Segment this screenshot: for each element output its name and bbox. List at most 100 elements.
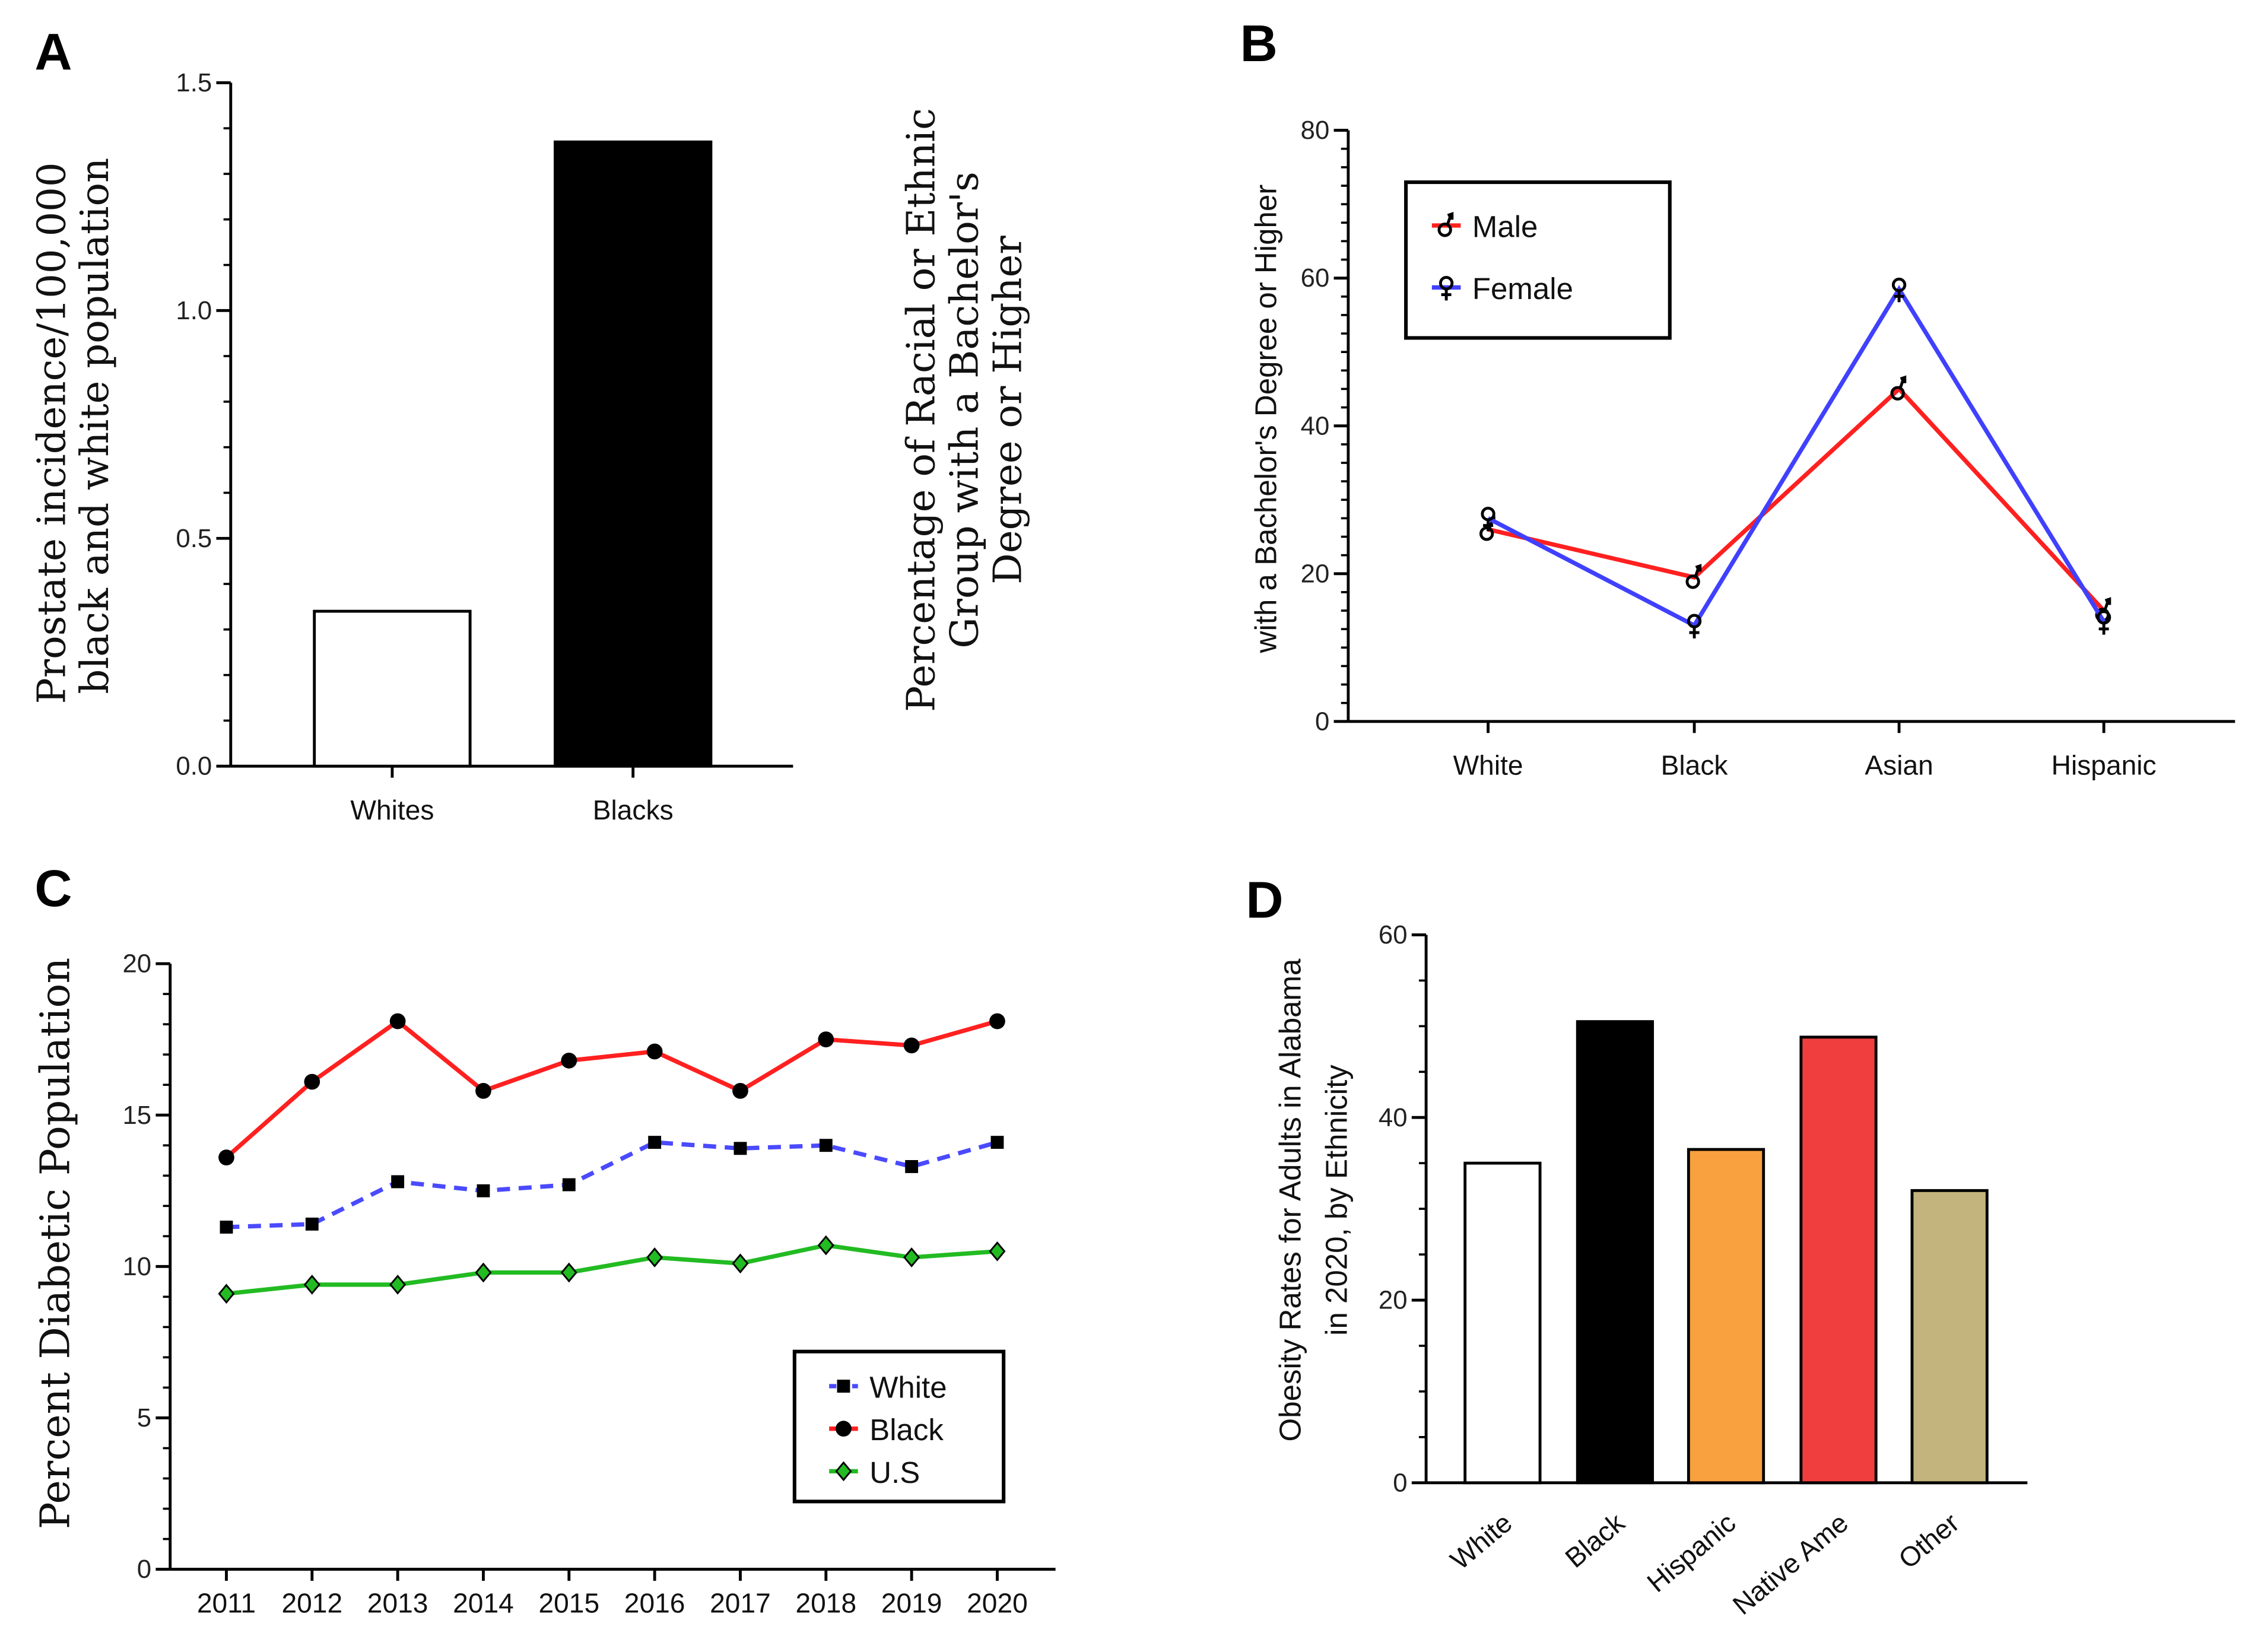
- panel-a-ylabel: Prostate incidence/100,000 black and whi…: [29, 158, 118, 704]
- series-line: [1487, 285, 2106, 628]
- legend-label: U.S: [869, 1456, 920, 1489]
- legend-label: White: [869, 1370, 947, 1404]
- y-tick-label: 0.5: [176, 524, 212, 553]
- legend-label: Black: [869, 1413, 944, 1447]
- marker-diamond: [218, 1284, 235, 1304]
- marker-diamond: [303, 1275, 320, 1295]
- x-tick-label: 2015: [538, 1587, 599, 1618]
- marker-diamond: [389, 1275, 407, 1295]
- marker-square: [220, 1221, 233, 1234]
- marker-square: [477, 1184, 490, 1197]
- x-tick-label: White: [1444, 1507, 1518, 1576]
- series-white: [220, 1136, 1004, 1234]
- marker-square: [819, 1139, 833, 1152]
- y-tick-label: 40: [1301, 411, 1330, 440]
- female-cross: [1894, 290, 1904, 303]
- marker-circle: [903, 1037, 920, 1054]
- marker-circle: [646, 1043, 663, 1060]
- series-line: [226, 1140, 998, 1230]
- male-arrow: [1694, 564, 1702, 577]
- marker-female-symbol: [2096, 610, 2111, 635]
- male-arrow: [2104, 597, 2111, 610]
- male-circle: [1437, 223, 1452, 237]
- marker-diamond: [989, 1241, 1006, 1262]
- marker-circle: [732, 1082, 748, 1099]
- female-cross: [1441, 288, 1452, 301]
- legend-item-u-s: U.S: [829, 1456, 920, 1489]
- marker-square: [648, 1136, 662, 1149]
- x-tick-label: 2019: [881, 1587, 942, 1618]
- legend-label: Male: [1472, 209, 1538, 243]
- legend-item-black: Black: [829, 1413, 944, 1447]
- x-tick-label: Hispanic: [1641, 1507, 1741, 1599]
- x-tick-label: 2017: [710, 1587, 771, 1618]
- y-tick-label: 80: [1301, 116, 1330, 145]
- y-tick-label: 10: [122, 1252, 151, 1281]
- series-u-s: [218, 1235, 1006, 1304]
- marker-circle: [561, 1052, 577, 1069]
- panel-letter-d: D: [1246, 871, 1283, 929]
- male-arrow: [1446, 212, 1454, 225]
- x-tick-label: Hispanic: [2052, 750, 2157, 781]
- marker-square: [905, 1159, 919, 1173]
- y-tick-label: 20: [122, 949, 151, 979]
- marker-circle: [818, 1031, 834, 1047]
- x-tick-label: Whites: [350, 795, 434, 825]
- marker-female-symbol: [1687, 614, 1702, 638]
- x-tick-label: Blacks: [593, 795, 674, 825]
- y-tick-label: 5: [137, 1403, 151, 1432]
- marker-circle: [475, 1082, 491, 1099]
- x-tick-label: Native Ame: [1727, 1507, 1854, 1621]
- y-tick-label: 20: [1301, 559, 1330, 588]
- legend-item-white: White: [829, 1370, 947, 1404]
- legend: Male Female: [1404, 180, 1672, 340]
- series-black: [218, 1013, 1005, 1165]
- marker-circle: [389, 1013, 406, 1030]
- x-tick-label: Black: [1559, 1507, 1631, 1574]
- male-circle: [1685, 574, 1700, 589]
- x-tick-label: 2012: [281, 1587, 342, 1618]
- marker-square: [562, 1178, 576, 1192]
- x-tick-label: 2013: [367, 1587, 428, 1618]
- y-tick-label: 40: [1379, 1103, 1408, 1132]
- marker-square: [990, 1136, 1004, 1149]
- marker-male-symbol: [1685, 564, 1702, 589]
- series-line: [225, 1018, 998, 1159]
- legend-item-male: Male: [1431, 209, 1538, 243]
- panel-a-ylabel-line2: black and white population: [72, 158, 118, 694]
- panel-letter-b: B: [1240, 14, 1278, 72]
- panel-d-ylabel-line2: in 2020, by Ethnicity: [1319, 1065, 1353, 1336]
- legend-box: [1404, 180, 1672, 340]
- y-tick-label: 0: [1393, 1468, 1407, 1497]
- marker-square: [305, 1217, 319, 1231]
- marker-female-symbol: [1438, 276, 1454, 301]
- male-arrow: [1899, 375, 1907, 388]
- y-tick-label: 60: [1301, 263, 1330, 293]
- marker-diamond: [560, 1262, 577, 1283]
- panel-a-side-text: Percentage of Racial or Ethnic Group wit…: [899, 108, 1031, 712]
- series-line: [1487, 386, 2106, 612]
- side-text-line2: Group with a Bachelor's: [942, 171, 987, 649]
- y-tick-label: 0: [137, 1555, 151, 1584]
- legend: White Black U.S: [792, 1349, 1006, 1504]
- marker-male-symbol: [1437, 212, 1454, 237]
- x-tick-label: Other: [1892, 1507, 1965, 1575]
- panel-b-ylabel: with a Bachelor's Degree or Higher: [1249, 185, 1282, 654]
- bar-other: [1910, 1189, 1989, 1485]
- y-tick-label: 1.5: [176, 68, 212, 97]
- x-tick-label: Asian: [1865, 750, 1933, 781]
- male-circle: [1890, 386, 1905, 401]
- female-cross: [2098, 623, 2109, 635]
- series-male: [1479, 375, 2111, 622]
- x-tick-label: White: [1453, 750, 1523, 781]
- panel-c-ylabel: Percent Diabetic Population: [33, 958, 80, 1529]
- bar-white: [1463, 1161, 1542, 1485]
- marker-diamond: [817, 1235, 834, 1256]
- marker-female-symbol: [1481, 506, 1495, 532]
- panel-letter-c: C: [34, 859, 72, 917]
- marker-circle: [989, 1013, 1005, 1030]
- bar-black: [1576, 1020, 1655, 1485]
- y-tick-label: 15: [122, 1101, 151, 1130]
- female-cross: [1689, 627, 1700, 638]
